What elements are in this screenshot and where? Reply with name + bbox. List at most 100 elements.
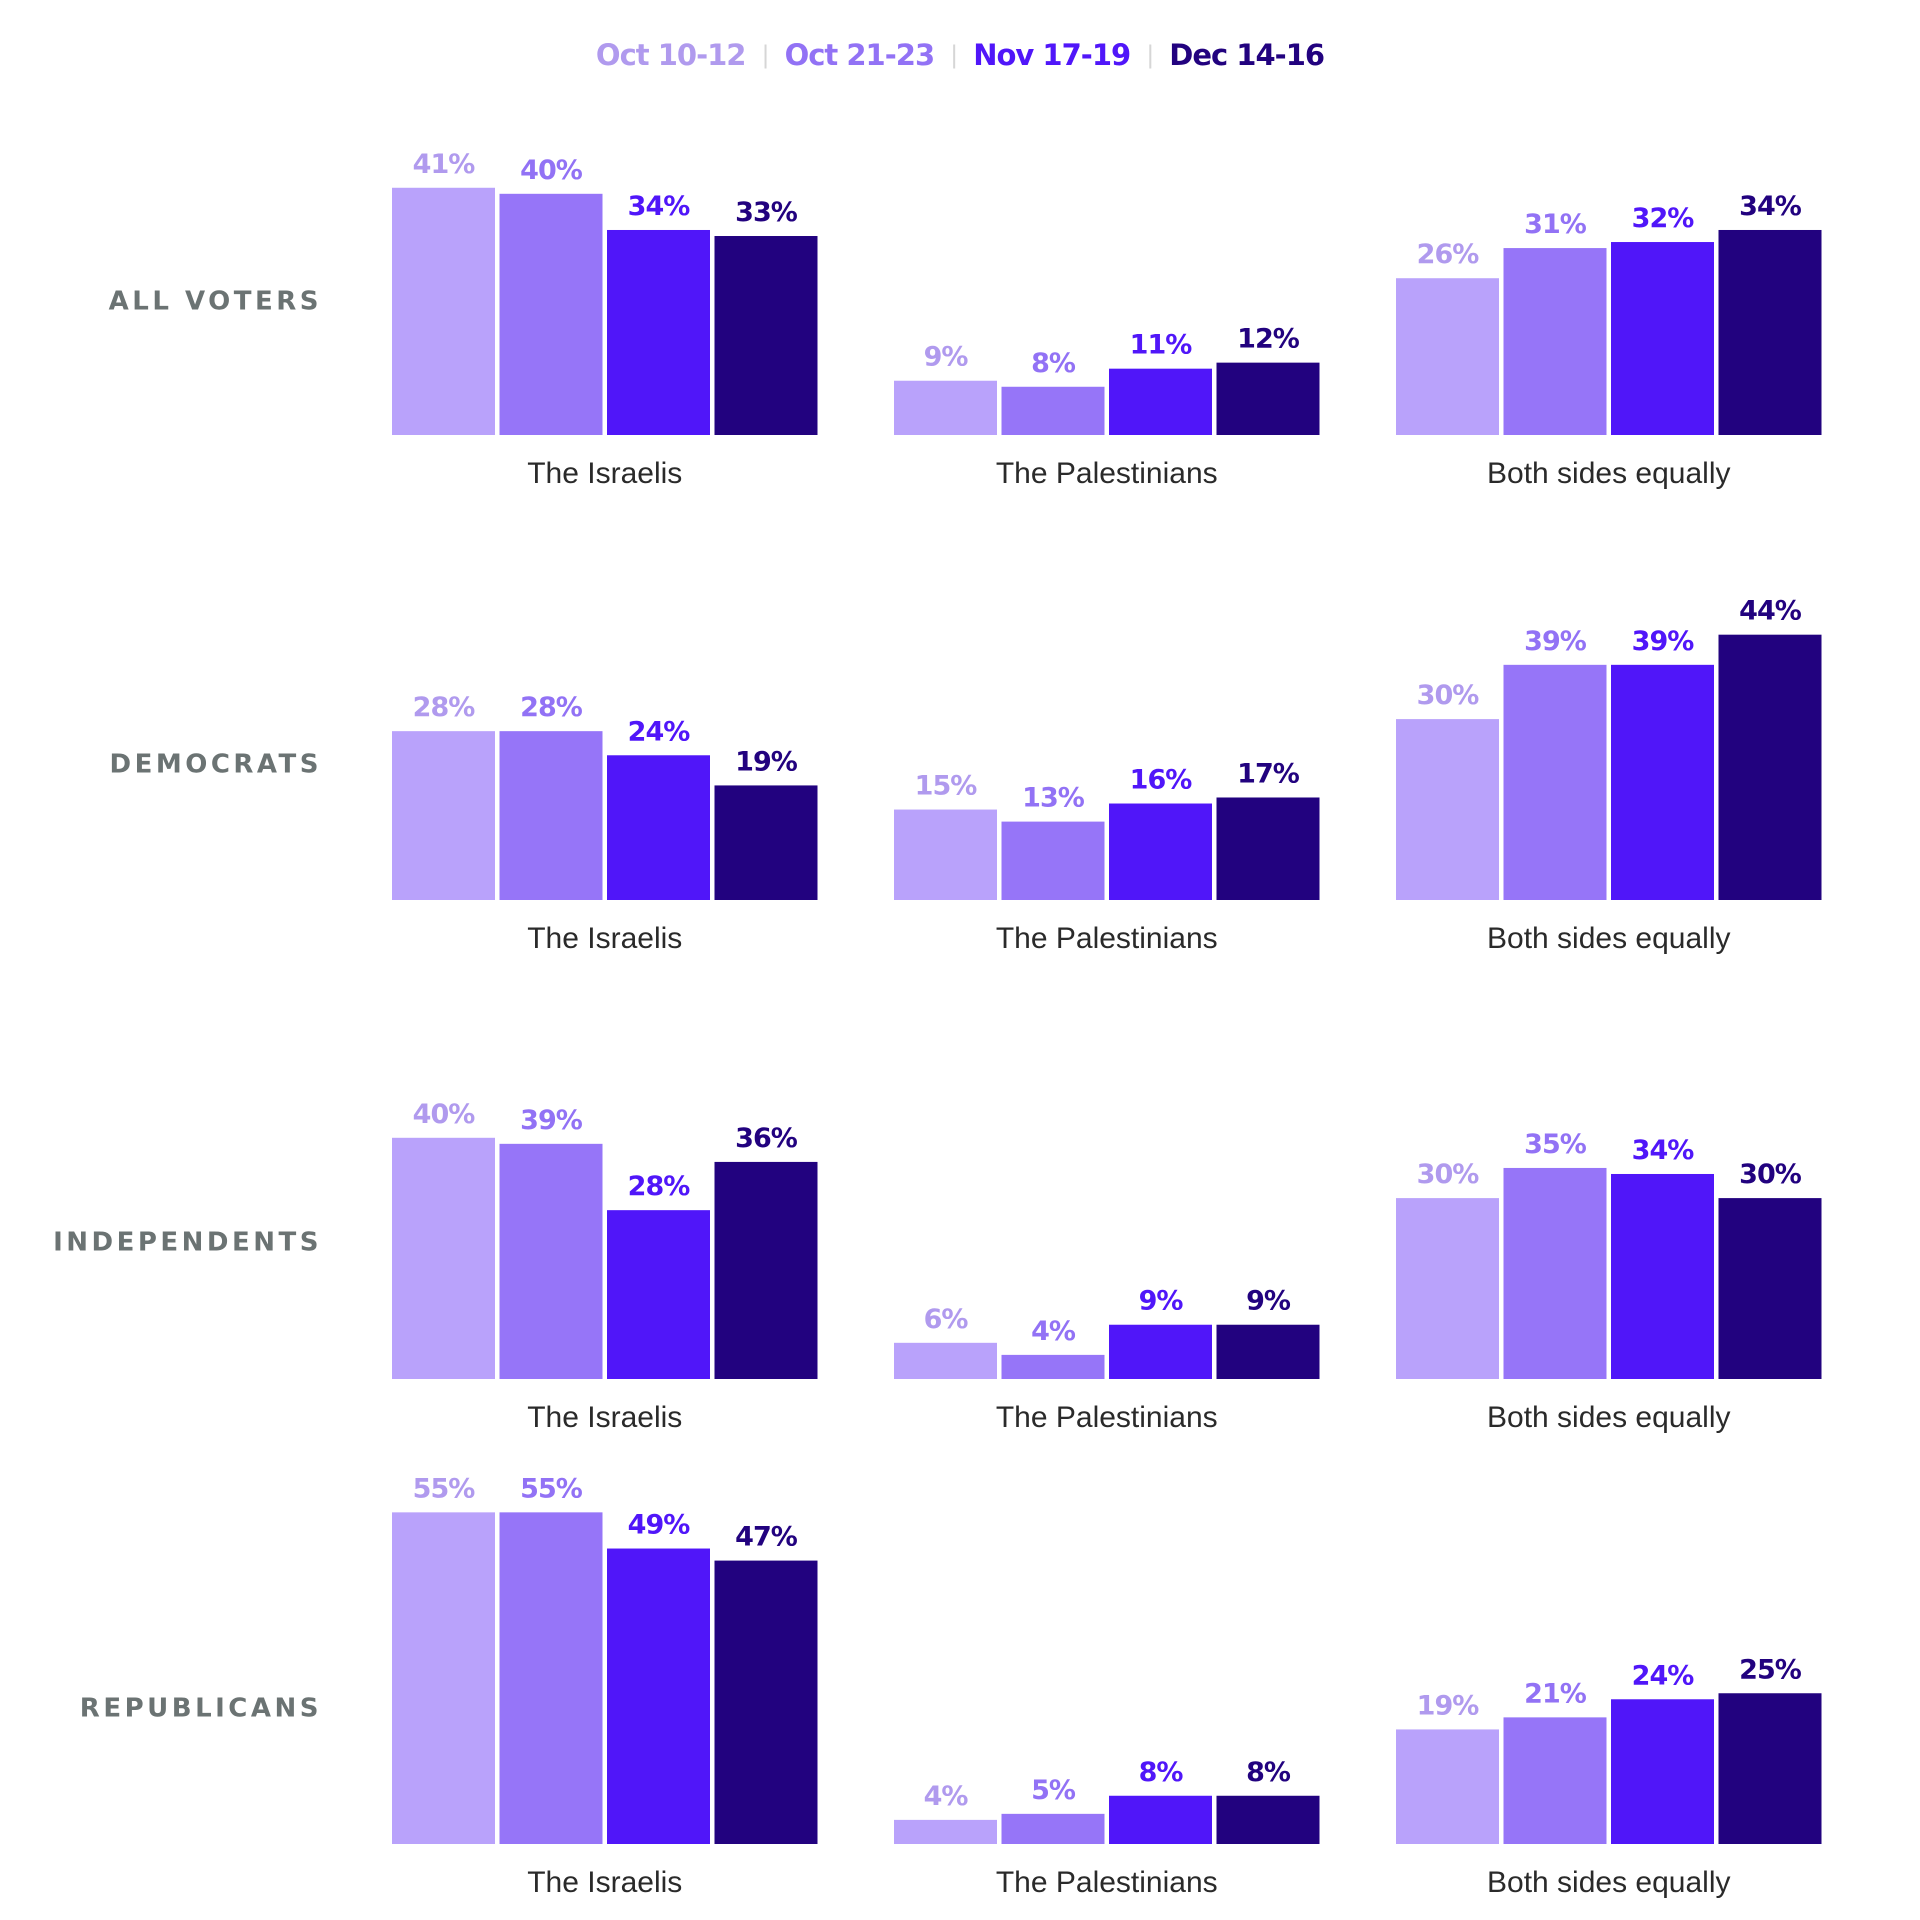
value-label: 8% (1139, 1757, 1184, 1788)
bar (1396, 719, 1499, 900)
row-label: REPUBLICANS (80, 1694, 322, 1724)
bar (1396, 1198, 1499, 1379)
bar (1503, 1167, 1607, 1379)
row-label: ALL VOTERS (109, 287, 322, 317)
bar-group-both-sides-equally: 26% 31% 32% 34% Both sides equally (1396, 191, 1822, 490)
bar-group-the-palestinians: 9% 8% 11% 12% The Palestinians (894, 324, 1320, 490)
bar (499, 193, 603, 435)
value-label: 31% (1524, 209, 1587, 240)
bar-group-the-israelis: 40% 39% 28% 36% The Israelis (392, 1099, 818, 1434)
bar (607, 1548, 710, 1844)
value-label: 26% (1417, 239, 1480, 270)
value-label: 13% (1022, 783, 1085, 814)
value-label: 28% (628, 1171, 691, 1202)
panel-republicans: REPUBLICANS 55% 55% 49% 47% The Israelis 4% 5% 8… (80, 1473, 1822, 1899)
bar (1718, 634, 1822, 900)
bar (894, 1342, 997, 1379)
value-label: 36% (735, 1123, 798, 1154)
value-label: 28% (413, 692, 476, 723)
bar (1611, 1699, 1714, 1844)
bar-group-both-sides-equally: 30% 35% 34% 30% Both sides equally (1396, 1129, 1822, 1434)
bar (1611, 1173, 1714, 1379)
row-label: INDEPENDENTS (53, 1228, 322, 1258)
panel-independents: INDEPENDENTS 40% 39% 28% 36% The Israelis 6% 4%… (53, 1099, 1822, 1434)
category-label: The Israelis (527, 922, 682, 955)
value-label: 35% (1524, 1129, 1587, 1160)
value-label: 34% (1739, 191, 1802, 222)
value-label: 4% (1031, 1316, 1076, 1347)
row-label: DEMOCRATS (110, 750, 322, 780)
value-label: 34% (628, 191, 691, 222)
value-label: 49% (628, 1510, 691, 1541)
legend-item-dec-14-16: Dec 14-16 (1169, 38, 1325, 72)
value-label: 9% (924, 342, 969, 373)
value-label: 24% (628, 716, 691, 747)
bar (607, 229, 710, 435)
bar (1001, 821, 1105, 900)
panel-all-voters: ALL VOTERS 41% 40% 34% 33% The Israelis 9% 8% 11… (109, 149, 1822, 490)
category-label: The Palestinians (996, 457, 1218, 490)
bar (1718, 1693, 1822, 1844)
bar (392, 1512, 495, 1844)
value-label: 17% (1237, 758, 1300, 789)
bar-group-the-israelis: 28% 28% 24% 19% The Israelis (392, 692, 818, 955)
category-label: Both sides equally (1487, 1866, 1731, 1899)
bar (1396, 1729, 1499, 1844)
bar-group-both-sides-equally: 30% 39% 39% 44% Both sides equally (1396, 596, 1822, 955)
bar-group-the-palestinians: 4% 5% 8% 8% The Palestinians (894, 1757, 1320, 1899)
value-label: 4% (924, 1781, 969, 1812)
bar-group-the-israelis: 41% 40% 34% 33% The Israelis (392, 149, 818, 490)
value-label: 40% (520, 155, 583, 186)
bar (1216, 1324, 1320, 1379)
bar (714, 1161, 818, 1379)
value-label: 33% (735, 197, 798, 228)
category-label: Both sides equally (1487, 1401, 1731, 1434)
value-label: 28% (520, 692, 583, 723)
category-label: The Israelis (527, 1866, 682, 1899)
value-label: 25% (1739, 1654, 1802, 1685)
value-label: 30% (1417, 1159, 1480, 1190)
value-label: 8% (1031, 348, 1076, 379)
bar (1001, 1813, 1105, 1844)
bar (1718, 1198, 1822, 1379)
bar-group-the-palestinians: 6% 4% 9% 9% The Palestinians (894, 1286, 1320, 1434)
legend-separator: | (761, 41, 769, 69)
bar (1216, 362, 1320, 435)
category-label: The Palestinians (996, 922, 1218, 955)
bar-group-both-sides-equally: 19% 21% 24% 25% Both sides equally (1396, 1654, 1822, 1899)
value-label: 12% (1237, 324, 1300, 355)
bar (714, 1560, 818, 1844)
bar (499, 1512, 603, 1844)
value-label: 39% (1524, 626, 1587, 657)
bar (1001, 386, 1105, 435)
bar (1109, 368, 1212, 435)
category-label: Both sides equally (1487, 922, 1731, 955)
value-label: 9% (1139, 1286, 1184, 1317)
bar (607, 755, 710, 900)
bar (894, 1819, 997, 1844)
value-label: 30% (1739, 1159, 1802, 1190)
value-label: 5% (1031, 1775, 1076, 1806)
value-label: 39% (1632, 626, 1695, 657)
bar (392, 187, 495, 435)
value-label: 44% (1739, 596, 1802, 627)
value-label: 40% (413, 1099, 476, 1130)
value-label: 30% (1417, 680, 1480, 711)
bar (1001, 1354, 1105, 1379)
value-label: 55% (520, 1473, 583, 1504)
value-label: 8% (1246, 1757, 1291, 1788)
bar (1611, 242, 1714, 435)
value-label: 11% (1130, 330, 1193, 361)
bar (499, 1143, 603, 1379)
bar (1503, 1717, 1607, 1844)
bar (1109, 803, 1212, 900)
bar (1396, 278, 1499, 435)
bar (894, 809, 997, 900)
bar (1216, 1795, 1320, 1844)
legend: Oct 10-12 | Oct 21-23 | Nov 17-19 | Dec 14-16 (0, 38, 1920, 72)
legend-item-oct-10-12: Oct 10-12 (595, 38, 747, 72)
value-label: 19% (1417, 1690, 1480, 1721)
bar-group-the-israelis: 55% 55% 49% 47% The Israelis (392, 1473, 818, 1899)
value-label: 41% (413, 149, 476, 180)
